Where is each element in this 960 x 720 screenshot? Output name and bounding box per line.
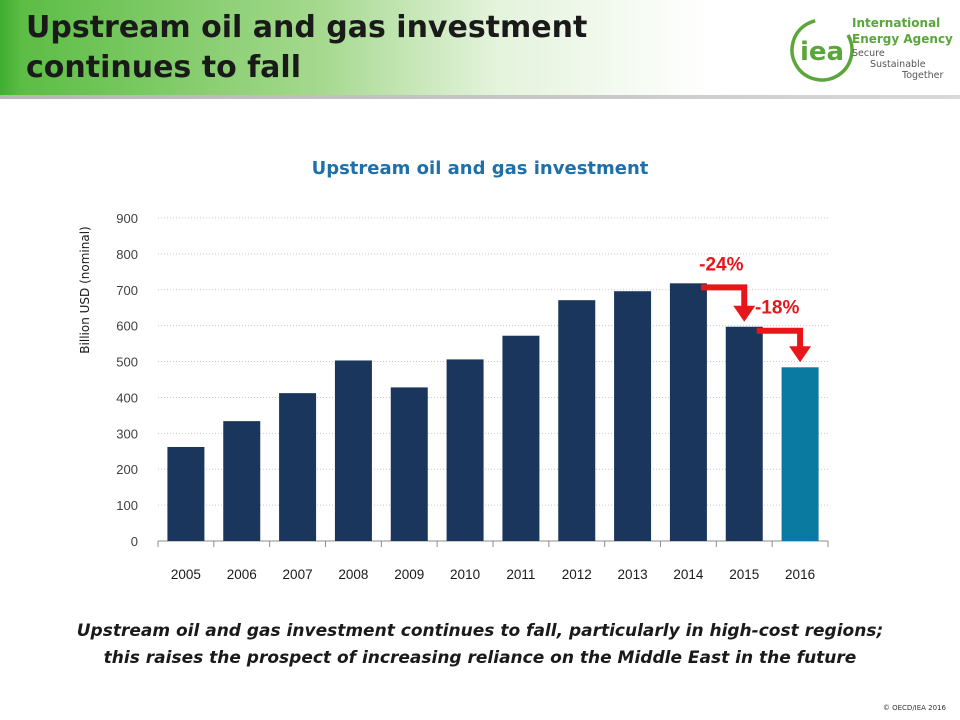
logo-tag-secure: Secure — [852, 48, 885, 59]
y-tick-label: 100 — [116, 498, 138, 513]
y-tick-label: 400 — [116, 390, 138, 405]
annotation-arrow — [756, 327, 804, 349]
logo-name-line1: International — [852, 16, 941, 30]
y-tick-label: 0 — [131, 534, 138, 549]
x-tick-label: 2011 — [506, 567, 535, 582]
x-tick-label: 2010 — [450, 567, 480, 582]
chart-title: Upstream oil and gas investment — [311, 158, 649, 179]
y-tick-label: 200 — [116, 462, 138, 477]
iea-logo-mark: iea — [800, 37, 844, 67]
bar-2007 — [279, 393, 317, 541]
caption-line1: Upstream oil and gas investment continue… — [76, 621, 884, 641]
caption-line2: this raises the prospect of increasing r… — [103, 648, 857, 668]
x-tick-label: 2007 — [283, 567, 313, 582]
header-divider — [0, 95, 960, 99]
y-tick-label: 500 — [116, 355, 138, 370]
bar-2011 — [502, 335, 540, 541]
logo-tag-together: Together — [902, 70, 944, 81]
slide-title-line2: continues to fall — [26, 50, 301, 85]
slide-title-line1: Upstream oil and gas investment — [26, 10, 588, 45]
bar-2013 — [614, 291, 652, 541]
x-tick-label: 2006 — [227, 567, 257, 582]
bar-2016 — [781, 367, 819, 541]
annotation-label: -18% — [755, 298, 799, 319]
iea-logo: iea International Energy Agency Secure S… — [790, 14, 960, 90]
annotation-label: -24% — [699, 254, 743, 275]
x-tick-label: 2009 — [394, 567, 424, 582]
y-tick-label: 700 — [116, 283, 138, 298]
bar-2006 — [223, 421, 261, 541]
annotation-arrowhead — [789, 346, 812, 363]
x-tick-label: 2015 — [729, 567, 759, 582]
x-tick-label: 2016 — [785, 567, 815, 582]
y-tick-label: 800 — [116, 247, 138, 262]
slide-title: Upstream oil and gas investment continue… — [26, 8, 706, 88]
y-tick-label: 600 — [116, 319, 138, 334]
annotation-arrowhead — [733, 305, 756, 322]
bar-2008 — [334, 360, 372, 541]
y-tick-label: 900 — [116, 211, 138, 226]
y-axis-label: Billion USD (nominal) — [78, 226, 92, 353]
bar-2015 — [725, 326, 763, 541]
slide-caption: Upstream oil and gas investment continue… — [10, 618, 950, 672]
x-tick-label: 2013 — [618, 567, 648, 582]
x-tick-label: 2005 — [171, 567, 201, 582]
bar-2009 — [390, 387, 428, 541]
iea-logo-icon: iea — [790, 18, 854, 82]
copyright-notice: © OECD/IEA 2016 — [882, 704, 946, 712]
bar-2014 — [669, 283, 707, 541]
logo-name-line2: Energy Agency — [852, 32, 953, 46]
bar-2010 — [446, 359, 484, 541]
y-tick-label: 300 — [116, 426, 138, 441]
bar-2012 — [558, 300, 596, 541]
header-band — [0, 0, 710, 96]
annotation-arrow — [700, 284, 748, 308]
x-tick-label: 2014 — [673, 567, 704, 582]
x-tick-label: 2008 — [338, 567, 368, 582]
bar-2005 — [167, 446, 205, 541]
x-tick-label: 2012 — [562, 567, 592, 582]
logo-tag-sustainable: Sustainable — [870, 59, 926, 70]
